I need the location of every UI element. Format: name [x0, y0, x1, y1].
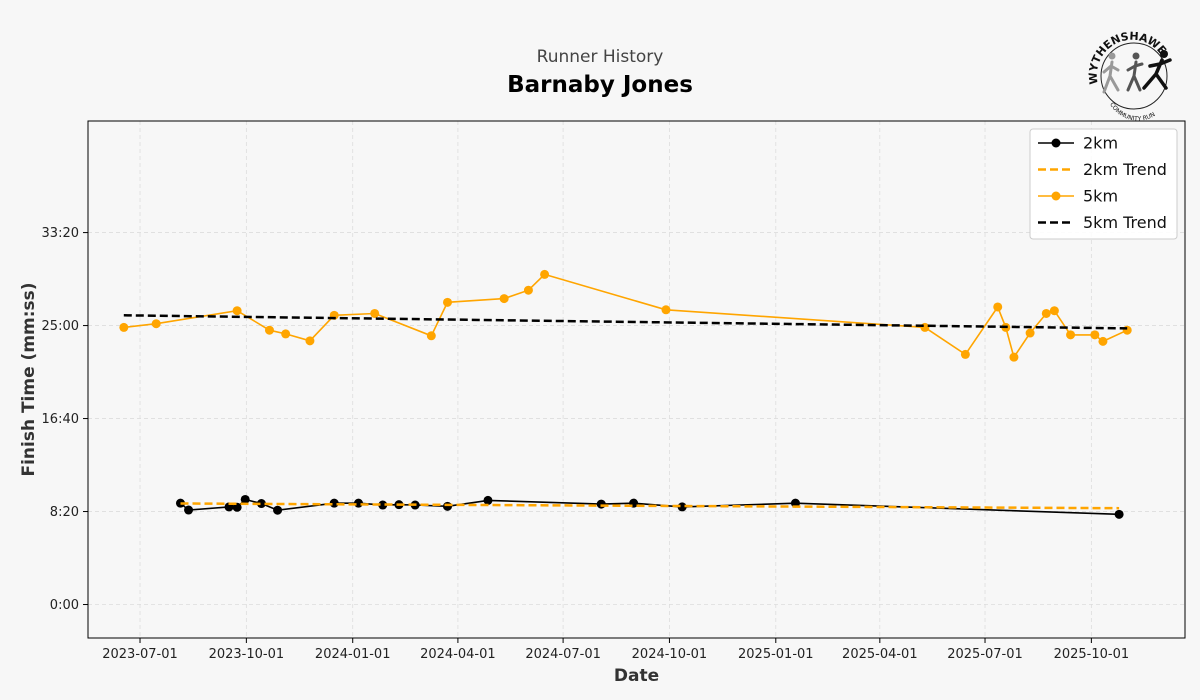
data-point-2km	[184, 505, 194, 515]
y-tick-label: 33:20	[42, 226, 79, 241]
data-point-5km	[1122, 325, 1132, 335]
data-point-5km	[920, 322, 930, 332]
grid	[88, 121, 1185, 638]
y-axis-label: Finish Time (mm:ss)	[19, 282, 39, 476]
x-axis-label: Date	[614, 666, 659, 686]
series-5km-line	[123, 273, 1128, 360]
data-point-5km	[540, 269, 550, 279]
chart-subtitle: Runner History	[536, 47, 664, 67]
plot-frame	[87, 120, 1186, 639]
x-tick-label: 2024-04-01	[420, 647, 496, 662]
legend-label: 5km Trend	[1083, 213, 1167, 232]
data-point-2km	[273, 505, 283, 515]
runner-black-icon	[1142, 50, 1172, 90]
data-point-2km	[443, 501, 453, 511]
data-point-5km	[1090, 330, 1100, 340]
x-tick-label: 2024-01-01	[315, 647, 391, 662]
series-5km	[119, 269, 1132, 362]
data-point-5km	[661, 305, 671, 315]
legend-marker	[1051, 138, 1061, 148]
data-point-5km	[1009, 352, 1019, 362]
data-point-5km	[1066, 330, 1076, 340]
legend-marker	[1051, 191, 1061, 201]
x-tick-label: 2025-10-01	[1054, 647, 1130, 662]
y-tick-label: 25:00	[42, 319, 79, 334]
x-tick-label: 2023-07-01	[102, 647, 178, 662]
data-point-5km	[232, 306, 242, 316]
series-5km-trend-line	[123, 314, 1128, 330]
runners-logo-icon: WYTHENSHAWE COMMUNITY RUN	[1086, 30, 1172, 122]
series-layer	[119, 269, 1132, 519]
data-point-5km	[426, 331, 436, 341]
legend-item-2km-trend: 2km Trend	[1038, 160, 1167, 179]
data-point-5km	[1098, 336, 1108, 346]
runner-name-title: Barnaby Jones	[507, 72, 693, 98]
legend: 2km 2km Trend 5km 5km Trend	[1029, 128, 1178, 240]
runner-dark-icon	[1126, 52, 1144, 92]
legend-label: 5km	[1083, 187, 1118, 206]
data-point-2km	[378, 500, 388, 510]
x-tick-label: 2024-10-01	[632, 647, 708, 662]
data-point-2km	[677, 502, 687, 512]
data-point-5km	[960, 349, 970, 359]
data-point-2km	[175, 498, 185, 508]
data-point-5km	[443, 297, 453, 307]
data-point-5km	[1025, 328, 1035, 338]
data-point-5km	[281, 329, 291, 339]
data-point-2km	[596, 499, 606, 509]
y-tick-label: 0:00	[50, 598, 79, 613]
data-point-2km	[240, 494, 250, 504]
data-point-5km	[1041, 308, 1051, 318]
series-2km-trend-line	[180, 502, 1120, 510]
data-point-5km	[264, 325, 274, 335]
data-point-2km	[483, 495, 493, 505]
series-2km-trend	[180, 502, 1120, 510]
data-point-5km	[151, 319, 161, 329]
data-point-5km	[305, 336, 315, 346]
axis-ticks: 2023-07-01 2023-10-01 2024-01-01 2024-04-01…	[42, 226, 1130, 662]
data-point-5km	[119, 322, 129, 332]
legend-label: 2km Trend	[1083, 160, 1167, 179]
legend-item-5km: 5km	[1038, 187, 1118, 206]
legend-item-5km-trend: 5km Trend	[1038, 213, 1167, 232]
y-tick-label: 8:20	[50, 505, 79, 520]
x-tick-label: 2025-04-01	[842, 647, 918, 662]
legend-label: 2km	[1083, 134, 1118, 153]
legend-item-2km: 2km	[1038, 134, 1118, 153]
x-tick-label: 2024-07-01	[525, 647, 601, 662]
data-point-5km	[523, 285, 533, 295]
x-tick-label: 2025-01-01	[738, 647, 814, 662]
data-point-5km	[993, 302, 1003, 312]
data-point-5km	[1049, 306, 1059, 316]
data-point-2km	[256, 499, 266, 509]
data-point-2km	[1114, 509, 1124, 519]
y-tick-label: 16:40	[42, 412, 79, 427]
data-point-5km	[499, 294, 509, 304]
x-tick-label: 2025-07-01	[947, 647, 1023, 662]
legend-box	[1029, 128, 1178, 240]
data-point-5km	[370, 308, 380, 318]
runner-gray-icon	[1102, 52, 1120, 94]
series-2km	[175, 494, 1124, 519]
series-5km-trend	[123, 314, 1128, 330]
x-tick-label: 2023-10-01	[209, 647, 285, 662]
